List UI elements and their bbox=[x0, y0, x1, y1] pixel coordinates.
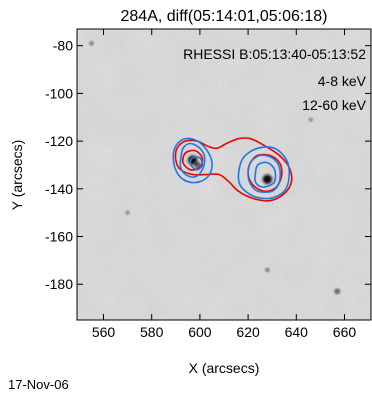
chart-title: 284A, diff(05:14:01,05:06:18) bbox=[121, 8, 328, 25]
x-tick-label: 580 bbox=[140, 324, 164, 340]
bright-kernel bbox=[332, 286, 342, 296]
bright-kernel bbox=[87, 39, 96, 48]
x-axis-label: X (arcsecs) bbox=[189, 360, 260, 376]
bright-kernel bbox=[263, 266, 272, 274]
y-tick-label: -120 bbox=[45, 133, 73, 149]
band-high-label: 12-60 keV bbox=[302, 97, 366, 113]
x-tick-label: 600 bbox=[188, 324, 212, 340]
x-axis-ticks: 560 580 600 620 640 660 bbox=[92, 29, 357, 340]
rhessi-time-annotation: RHESSI B:05:13:40-05:13:52 bbox=[183, 46, 366, 62]
y-axis-label: Y (arcsecs) bbox=[9, 140, 25, 211]
bright-kernel bbox=[260, 172, 275, 187]
x-tick-label: 640 bbox=[285, 324, 309, 340]
contour-12-60kev bbox=[189, 156, 204, 171]
y-axis-ticks: -80 -100 -120 -140 -160 -180 bbox=[45, 38, 371, 292]
y-tick-label: -180 bbox=[45, 276, 73, 292]
band-low-label: 4-8 keV bbox=[318, 73, 367, 89]
y-tick-label: -140 bbox=[45, 181, 73, 197]
plot-frame bbox=[76, 28, 372, 321]
y-tick-label: -80 bbox=[53, 38, 73, 54]
x-tick-label: 620 bbox=[236, 324, 260, 340]
bright-kernel bbox=[307, 116, 315, 124]
y-tick-label: -160 bbox=[45, 229, 73, 245]
y-tick-label: -100 bbox=[45, 85, 73, 101]
x-tick-label: 660 bbox=[333, 324, 357, 340]
x-tick-label: 560 bbox=[92, 324, 116, 340]
contour-12-60kev bbox=[172, 137, 213, 184]
contour-12-60kev bbox=[247, 154, 282, 194]
heatmap-image bbox=[77, 29, 371, 320]
contour-12-60kev bbox=[254, 161, 277, 188]
contour-12-60kev bbox=[179, 142, 206, 178]
contour-12-60kev bbox=[237, 146, 291, 200]
bright-kernel bbox=[124, 209, 132, 217]
observation-date: 17-Nov-06 bbox=[8, 377, 69, 392]
